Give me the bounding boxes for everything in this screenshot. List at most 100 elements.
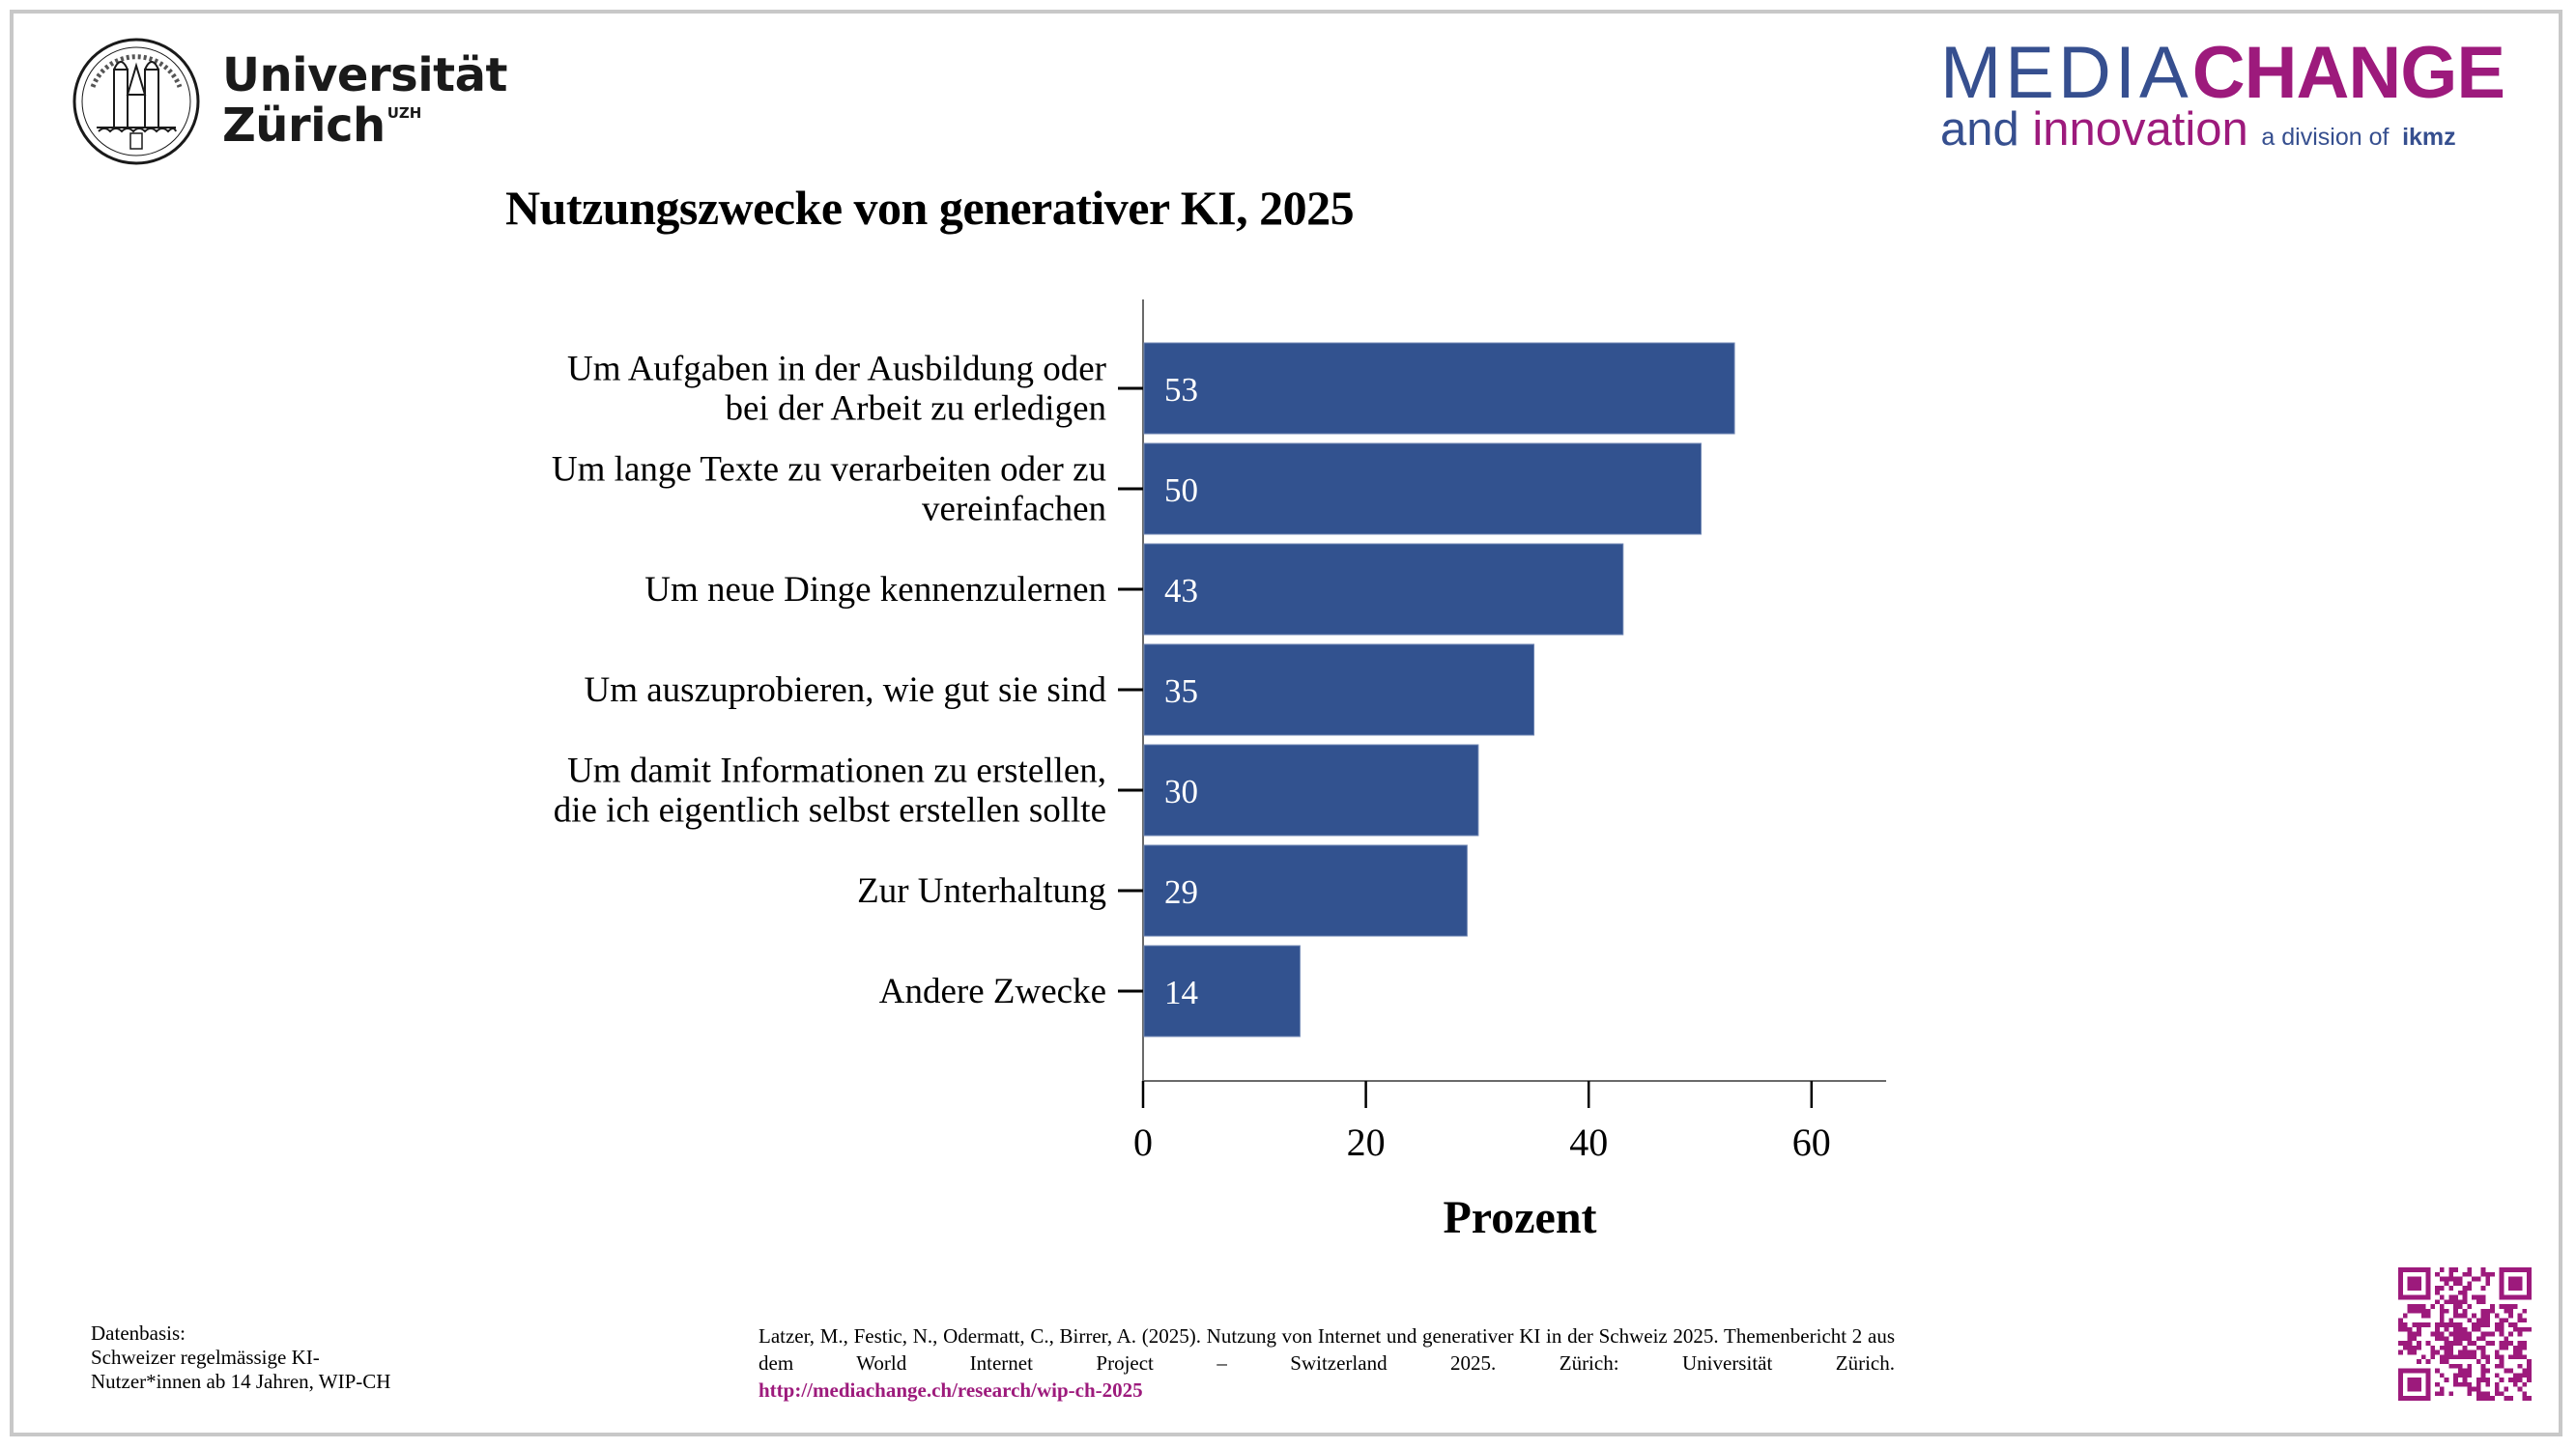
bar — [1143, 844, 1468, 937]
qr-module — [2522, 1345, 2528, 1350]
qr-module — [2522, 1373, 2528, 1378]
qr-module — [2508, 1322, 2513, 1327]
qr-module — [2417, 1308, 2421, 1314]
qr-module — [2398, 1368, 2403, 1401]
qr-module — [2480, 1294, 2486, 1300]
slide-frame — [10, 10, 2562, 1436]
category-label: Um damit Informationen zu erstellen, die … — [554, 752, 1106, 831]
qr-module — [2412, 1304, 2418, 1309]
qr-module — [2467, 1286, 2473, 1291]
qr-module — [2462, 1378, 2468, 1382]
qr-module — [2517, 1373, 2523, 1378]
qr-module — [2472, 1354, 2476, 1360]
qr-module — [2412, 1308, 2418, 1314]
qr-module — [2398, 1267, 2403, 1300]
qr-module — [2476, 1326, 2481, 1332]
qr-module — [2490, 1304, 2495, 1309]
qr-module — [2480, 1313, 2486, 1319]
qr-module — [2439, 1267, 2445, 1272]
qr-module — [2407, 1308, 2413, 1314]
qr-code-icon[interactable] — [2398, 1267, 2532, 1401]
qr-module — [2444, 1378, 2449, 1382]
uzh-name-line2: Zürich — [222, 99, 386, 153]
qr-module — [2407, 1326, 2413, 1332]
qr-module — [2508, 1331, 2513, 1337]
qr-module — [2448, 1331, 2454, 1337]
qr-module — [2494, 1363, 2500, 1369]
qr-module — [2480, 1331, 2486, 1337]
qr-module — [2512, 1378, 2518, 1382]
qr-module — [2490, 1341, 2495, 1346]
qr-module — [2494, 1386, 2500, 1392]
qr-module — [2494, 1373, 2500, 1378]
qr-module — [2448, 1294, 2454, 1300]
qr-module — [2485, 1322, 2491, 1327]
qr-module — [2467, 1267, 2473, 1272]
qr-module — [2457, 1381, 2463, 1387]
qr-module — [2435, 1336, 2440, 1342]
qr-module — [2480, 1373, 2486, 1378]
qr-module — [2512, 1345, 2518, 1350]
qr-module — [2453, 1326, 2458, 1332]
qr-module — [2517, 1350, 2523, 1355]
qr-module — [2512, 1322, 2518, 1327]
qr-module — [2453, 1304, 2458, 1309]
citation-text: Latzer, M., Festic, N., Odermatt, C., Bi… — [758, 1324, 1895, 1375]
qr-module — [2448, 1391, 2454, 1397]
qr-module — [2476, 1318, 2481, 1323]
qr-module — [2448, 1350, 2454, 1355]
qr-module — [2420, 1313, 2426, 1319]
qr-module — [2499, 1326, 2504, 1332]
bar — [1143, 744, 1479, 837]
qr-module — [2425, 1359, 2431, 1364]
qr-module — [2435, 1331, 2440, 1337]
qr-module — [2522, 1341, 2528, 1346]
qr-module — [2508, 1354, 2513, 1360]
bar — [1143, 643, 1535, 736]
bar — [1143, 342, 1735, 435]
qr-module — [2462, 1350, 2468, 1355]
qr-module — [2522, 1308, 2528, 1314]
qr-module — [2430, 1345, 2436, 1350]
qr-module — [2398, 1396, 2431, 1401]
qr-module — [2522, 1368, 2528, 1374]
qr-module — [2480, 1318, 2486, 1323]
qr-module — [2417, 1345, 2421, 1350]
qr-module — [2480, 1299, 2486, 1305]
qr-module — [2453, 1276, 2458, 1282]
qr-module — [2472, 1313, 2476, 1319]
qr-module — [2522, 1391, 2528, 1397]
category-label-line: Andere Zwecke — [879, 972, 1106, 1011]
qr-module — [2527, 1368, 2532, 1374]
uzh-name-line1: Universität — [222, 48, 507, 103]
qr-module — [2480, 1322, 2486, 1327]
qr-module — [2417, 1326, 2421, 1332]
data-basis-line: Nutzer*innen ab 14 Jahren, WIP-CH — [91, 1370, 391, 1394]
category-label: Zur Unterhaltung — [857, 871, 1106, 911]
qr-module — [2453, 1267, 2458, 1272]
qr-module — [2517, 1363, 2523, 1369]
qr-module — [2504, 1341, 2509, 1346]
qr-module — [2448, 1276, 2454, 1282]
qr-module — [2462, 1290, 2468, 1295]
qr-module — [2467, 1281, 2473, 1287]
qr-module — [2435, 1381, 2440, 1387]
qr-module — [2476, 1381, 2481, 1387]
qr-module — [2439, 1318, 2445, 1323]
qr-module — [2457, 1326, 2463, 1332]
qr-module — [2439, 1313, 2445, 1319]
qr-module — [2527, 1378, 2532, 1382]
qr-module — [2439, 1386, 2445, 1392]
qr-module — [2485, 1359, 2491, 1364]
qr-module — [2494, 1354, 2500, 1360]
citation-link[interactable]: http://mediachange.ch/research/wip-ch-20… — [758, 1378, 1143, 1402]
qr-module — [2407, 1331, 2413, 1337]
qr-module — [2467, 1304, 2473, 1309]
logo-division-text: a division of — [2261, 124, 2390, 151]
qr-module — [2490, 1396, 2495, 1401]
qr-module — [2485, 1378, 2491, 1382]
qr-module — [2448, 1267, 2454, 1272]
qr-module — [2467, 1373, 2473, 1378]
qr-module — [2462, 1336, 2468, 1342]
